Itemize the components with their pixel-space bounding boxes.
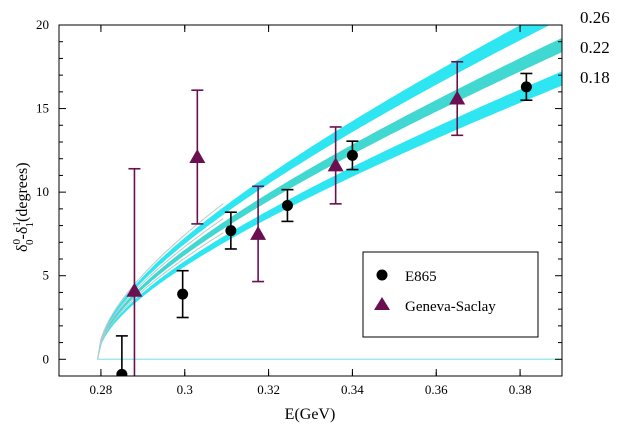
e865-point [177,288,189,300]
x-tick-label: 0.34 [341,382,364,397]
y-tick-label: 0 [43,351,50,366]
e865-point [520,81,532,93]
y-title-sup1: 0 [11,238,23,244]
band-0.22 [97,37,562,360]
band-0.18 [97,71,562,360]
y-title-sub2: 1 [24,222,36,228]
e865-point [225,225,237,237]
legend-marker-geneva-saclay [374,297,390,310]
geneva-saclay-point [189,149,206,164]
y-title-delta1: δ [14,244,31,252]
axis-ticks: 0.28 0.3 0.32 0.34 0.36 0.38 0 5 10 15 20 [36,17,562,397]
legend-box [362,251,539,338]
band-guide-0.26 [97,203,224,360]
legend-label-e865: E865 [405,269,437,285]
geneva-saclay-point [126,282,143,297]
x-tick-label: 0.36 [425,382,448,397]
band-guide-0.22 [97,218,224,360]
band-label-0: 0.26 [580,8,610,27]
legend-marker-e865 [376,269,388,281]
y-title-unit: (degrees) [14,162,31,222]
e865-point [281,200,293,212]
e865-point [346,149,358,161]
x-tick-label: 0.32 [257,382,280,397]
y-title-sub1: 0 [24,239,36,245]
y-tick-label: 20 [36,17,49,32]
y-title-delta2: -δ [14,227,31,240]
e865-point [116,368,128,376]
band-label-1: 0.22 [580,38,610,57]
band-guide-0.18 [97,232,224,360]
geneva-saclay-point [250,225,267,240]
y-tick-label: 10 [36,184,49,199]
geneva-saclay-point [449,90,466,105]
x-tick-label: 0.28 [90,382,113,397]
geneva-saclay-point [327,157,344,172]
y-title-sup2: 1 [11,221,23,226]
x-tick-label: 0.3 [177,382,193,397]
data-points [115,60,533,376]
y-tick-label: 15 [36,101,49,116]
y-axis-title: δ00-δ11(degrees) [11,162,36,252]
legend-label-geneva-saclay: Geneva-Saclay [405,299,496,315]
legend: E865 Geneva-Saclay [362,251,539,338]
plot-frame [58,24,563,377]
y-tick-label: 5 [43,268,50,283]
band-label-2: 0.18 [580,68,610,87]
x-axis-title: E(GeV) [285,406,336,423]
x-tick-label: 0.38 [509,382,532,397]
